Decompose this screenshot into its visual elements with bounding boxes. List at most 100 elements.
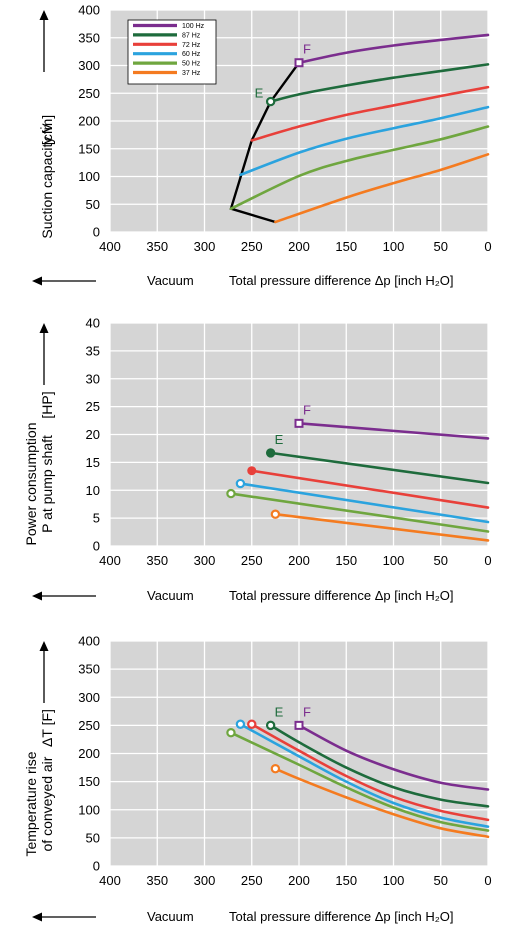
y-axis-unit: [HP]	[39, 391, 55, 418]
series-line-87-hz	[269, 451, 490, 485]
y-axis-label: Suction capacity V̇	[39, 123, 55, 239]
y-tick-label: 100	[78, 802, 100, 817]
point-label-f: F	[303, 42, 311, 57]
y-tick-label: 400	[78, 634, 100, 649]
series-start-marker	[247, 719, 257, 729]
x-tick-label: 150	[335, 553, 357, 568]
y-tick-label: 400	[78, 3, 100, 18]
series-line-87-hz	[269, 63, 490, 103]
y-tick-label: 250	[78, 86, 100, 101]
x-tick-label: 50	[434, 239, 448, 254]
x-label-pressure: Total pressure difference Δp [inch H₂O]	[229, 588, 454, 603]
point-label-f: F	[303, 704, 311, 719]
x-label-vacuum: Vacuum	[147, 588, 194, 603]
x-tick-label: 300	[194, 873, 216, 888]
x-tick-label: 50	[434, 553, 448, 568]
chart-3: 0 50 100 150 200 250 300 350 400 400 350 300 250 200 1…	[23, 634, 492, 925]
y-tick-label: 40	[86, 316, 100, 331]
series-start-marker	[270, 763, 281, 774]
y-axis-unit: [cfm]	[39, 115, 55, 145]
y-tick-label: 300	[78, 690, 100, 705]
x-label-pressure: Total pressure difference Δp [inch H₂O]	[229, 273, 454, 288]
x-tick-label: 150	[335, 239, 357, 254]
series-line-50-hz	[229, 492, 490, 533]
y-tick-label: 20	[86, 427, 100, 442]
y-axis-label-line1: Temperature rise	[23, 751, 39, 856]
series-line-100-hz	[297, 33, 490, 65]
series-start-marker	[226, 727, 236, 738]
x-tick-label: 200	[288, 873, 310, 888]
series-start-marker	[270, 509, 281, 519]
y-tick-label: 0	[93, 225, 100, 240]
y-axis-label-line1: Power consumption	[23, 423, 39, 546]
point-marker-f	[294, 720, 304, 730]
chart-2: 0 5 10 15 20 25 30 35 40 400 350 300 250 200 150 100 50 0…	[23, 316, 492, 604]
x-tick-label: 200	[288, 239, 310, 254]
series-line-100-hz	[297, 724, 490, 791]
series-line-37-hz	[274, 153, 490, 224]
series-line-60-hz	[239, 105, 490, 177]
series-line-60-hz	[239, 722, 490, 828]
series-line-72-hz	[250, 85, 490, 142]
series-line-100-hz	[297, 422, 490, 440]
y-tick-label: 5	[93, 511, 100, 526]
y-tick-label: 0	[93, 539, 100, 554]
x-tick-label: 50	[434, 873, 448, 888]
y-tick-label: 0	[93, 859, 100, 874]
x-tick-label: 400	[99, 553, 121, 568]
y-tick-label: 150	[78, 774, 100, 789]
x-label-vacuum: Vacuum	[147, 273, 194, 288]
y-tick-label: 250	[78, 718, 100, 733]
x-label-vacuum: Vacuum	[147, 909, 194, 924]
legend-entry: 87 Hz	[182, 32, 201, 39]
x-tick-label: 250	[241, 873, 263, 888]
x-tick-label: 250	[241, 553, 263, 568]
y-tick-label: 150	[78, 141, 100, 156]
y-axis-label-line2: P at pump shaft	[39, 435, 55, 533]
point-label-e: E	[255, 86, 264, 101]
x-tick-label: 300	[194, 239, 216, 254]
x-tick-label: 200	[288, 553, 310, 568]
series-line-37-hz	[274, 767, 490, 839]
point-label-e: E	[275, 704, 284, 719]
y-tick-label: 35	[86, 343, 100, 358]
point-label-e: E	[275, 432, 284, 447]
x-tick-label: 400	[99, 239, 121, 254]
series-start-marker	[235, 478, 246, 489]
legend-entry: 72 Hz	[182, 42, 201, 49]
y-axis-label-line2: of conveyed air	[39, 756, 55, 851]
series-line-60-hz	[239, 482, 490, 524]
y-arrow-head	[39, 641, 49, 651]
series-line-87-hz	[269, 724, 490, 808]
x-tick-label: 300	[194, 553, 216, 568]
point-marker-f	[294, 418, 304, 428]
x-tick-label: 350	[146, 873, 168, 888]
legend-entry: 100 Hz	[182, 23, 205, 30]
series-line-72-hz	[250, 469, 490, 509]
y-tick-label: 200	[78, 746, 100, 761]
x-arrow-head	[32, 276, 42, 286]
y-tick-label: 300	[78, 58, 100, 73]
y-tick-label: 350	[78, 662, 100, 677]
y-tick-label: 30	[86, 371, 100, 386]
x-tick-label: 0	[484, 873, 491, 888]
x-arrow-head	[32, 912, 42, 922]
series-line-37-hz	[274, 512, 490, 542]
x-tick-label: 400	[99, 873, 121, 888]
series-line-72-hz	[250, 722, 490, 822]
x-tick-label: 100	[383, 553, 405, 568]
x-tick-label: 350	[146, 239, 168, 254]
legend-entry: 37 Hz	[182, 70, 201, 77]
x-label-pressure: Total pressure difference Δp [inch H₂O]	[229, 909, 454, 924]
x-tick-label: 100	[383, 239, 405, 254]
point-marker-e	[265, 720, 276, 731]
legend-entry: 60 Hz	[182, 51, 201, 58]
y-tick-label: 350	[78, 30, 100, 45]
point-marker-f	[294, 58, 304, 68]
x-tick-label: 350	[146, 553, 168, 568]
series-start-marker	[226, 488, 236, 499]
y-tick-label: 100	[78, 169, 100, 184]
series-line-50-hz	[229, 731, 490, 832]
y-arrow-head	[39, 323, 49, 333]
